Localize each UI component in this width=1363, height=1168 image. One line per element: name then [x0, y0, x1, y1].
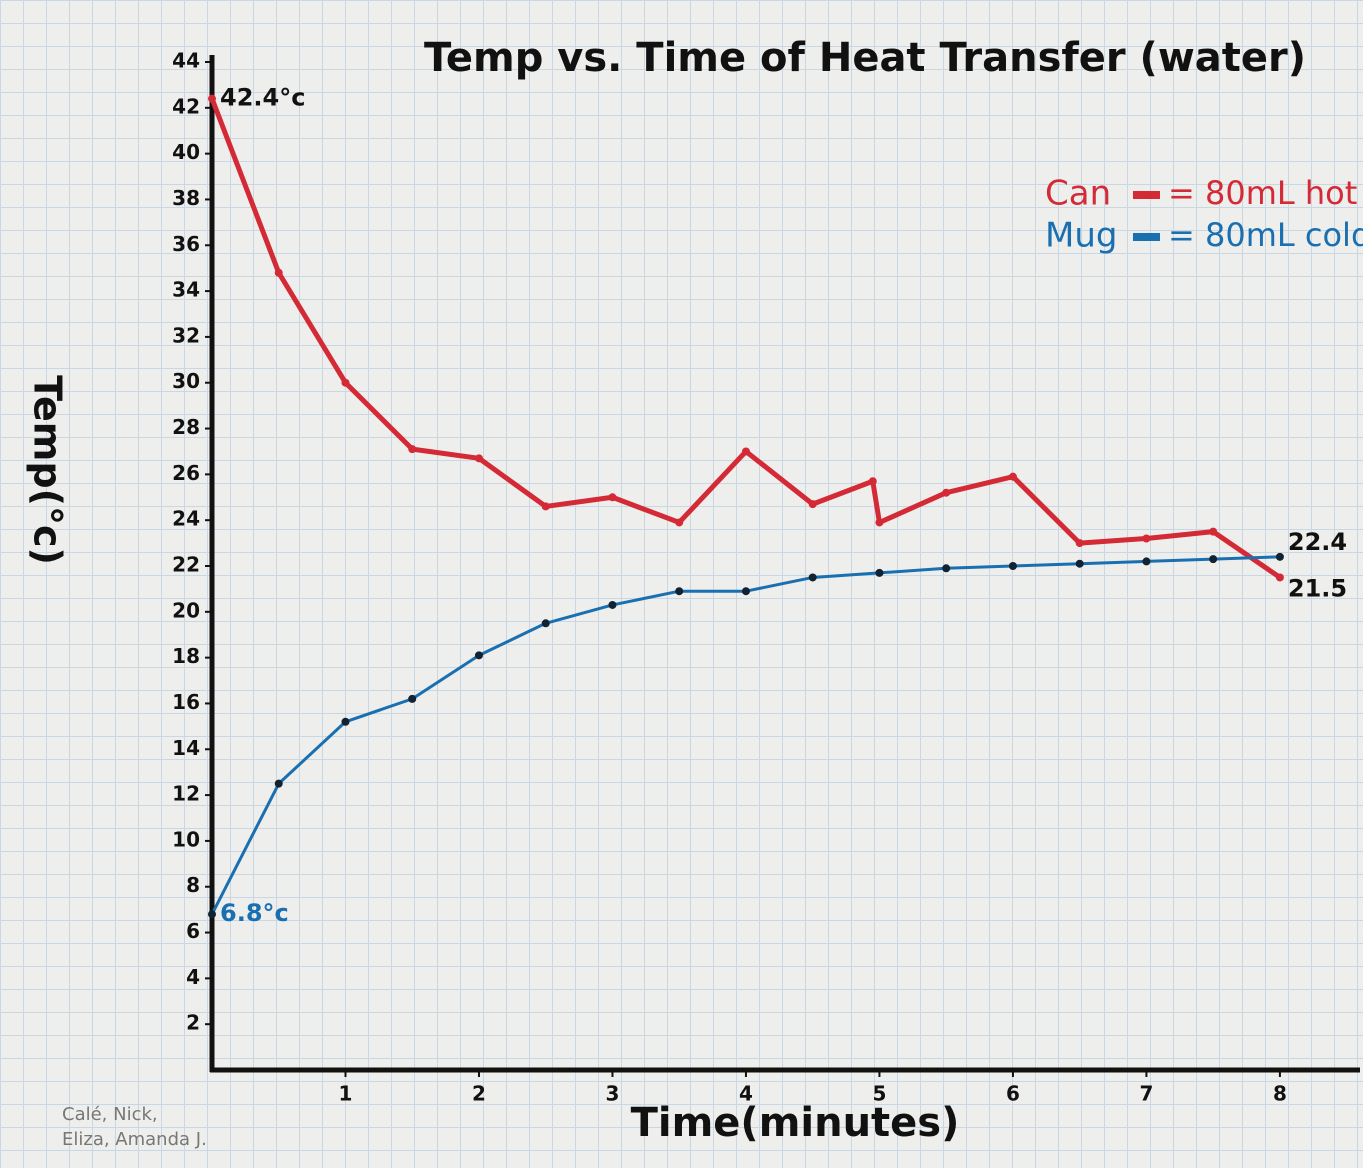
y-tick-label: 22	[172, 553, 200, 577]
y-tick-label: 28	[172, 415, 200, 439]
data-point	[1142, 557, 1150, 565]
data-point	[1276, 553, 1284, 561]
y-tick-label: 4	[186, 965, 200, 989]
data-point	[1076, 539, 1084, 547]
data-point	[1076, 560, 1084, 568]
data-point	[1009, 562, 1017, 570]
legend-description: = 80mL cold	[1168, 216, 1363, 254]
y-tick-label: 14	[172, 736, 200, 760]
x-tick-label: 4	[739, 1082, 753, 1106]
y-tick-label: 10	[172, 827, 200, 851]
y-tick-label: 32	[172, 323, 200, 347]
y-tick-label: 18	[172, 644, 200, 668]
data-point	[341, 718, 349, 726]
data-label: 22.4	[1288, 528, 1347, 556]
x-axis-label: Time(minutes)	[631, 1100, 960, 1146]
credits: Calé, Nick,	[62, 1104, 158, 1125]
chart: Temp vs. Time of Heat Transfer (water) T…	[0, 0, 1363, 1168]
data-point	[608, 493, 616, 501]
data-label: 21.5	[1288, 574, 1347, 602]
data-point	[208, 910, 216, 918]
legend-label: Mug	[1045, 216, 1117, 256]
x-tick-label: 7	[1139, 1082, 1153, 1106]
y-tick-label: 20	[172, 598, 200, 622]
data-point	[475, 454, 483, 462]
data-point	[809, 573, 817, 581]
y-tick-label: 2	[186, 1011, 200, 1035]
y-tick-label: 12	[172, 782, 200, 806]
y-tick-label: 38	[172, 186, 200, 210]
data-point	[341, 379, 349, 387]
data-point	[408, 445, 416, 453]
data-label: 6.8°c	[220, 899, 289, 927]
data-point	[208, 95, 216, 103]
data-point	[942, 489, 950, 497]
credits: Eliza, Amanda J.	[62, 1129, 207, 1150]
legend-description: = 80mL hot	[1168, 174, 1357, 212]
data-point	[1209, 528, 1217, 536]
data-point	[809, 500, 817, 508]
data-point	[275, 780, 283, 788]
data-point	[542, 502, 550, 510]
data-point	[742, 587, 750, 595]
y-tick-label: 30	[172, 369, 200, 393]
y-tick-label: 36	[172, 232, 200, 256]
data-point	[675, 587, 683, 595]
data-point	[542, 619, 550, 627]
y-tick-label: 16	[172, 690, 200, 714]
data-point	[675, 518, 683, 526]
series-line	[212, 557, 1280, 914]
data-point	[475, 651, 483, 659]
y-tick-label: 24	[172, 507, 200, 531]
x-tick-label: 5	[872, 1082, 886, 1106]
x-tick-label: 6	[1006, 1082, 1020, 1106]
y-tick-label: 40	[172, 140, 200, 164]
x-tick-label: 3	[606, 1082, 620, 1106]
y-tick-label: 42	[172, 94, 200, 118]
page: Temp vs. Time of Heat Transfer (water) T…	[0, 0, 1363, 1168]
y-tick-label: 6	[186, 919, 200, 943]
legend-label: Can	[1045, 174, 1111, 214]
y-tick-label: 26	[172, 461, 200, 485]
x-tick-label: 8	[1273, 1082, 1287, 1106]
data-point	[275, 269, 283, 277]
data-point	[742, 447, 750, 455]
y-tick-label: 44	[172, 49, 200, 73]
y-tick-label: 8	[186, 873, 200, 897]
y-axis-label: Temp(°c)	[26, 375, 70, 565]
data-point	[942, 564, 950, 572]
data-point	[1209, 555, 1217, 563]
x-tick-label: 1	[339, 1082, 353, 1106]
data-point	[608, 601, 616, 609]
x-tick-label: 2	[472, 1082, 486, 1106]
data-point	[869, 477, 877, 485]
data-point	[875, 518, 883, 526]
data-point	[408, 695, 416, 703]
chart-title: Temp vs. Time of Heat Transfer (water)	[424, 35, 1306, 81]
data-point	[1276, 573, 1284, 581]
data-point	[875, 569, 883, 577]
data-point	[1009, 473, 1017, 481]
data-point	[1142, 535, 1150, 543]
series-line	[212, 99, 1280, 578]
y-tick-label: 34	[172, 278, 200, 302]
data-label: 42.4°c	[220, 84, 305, 112]
